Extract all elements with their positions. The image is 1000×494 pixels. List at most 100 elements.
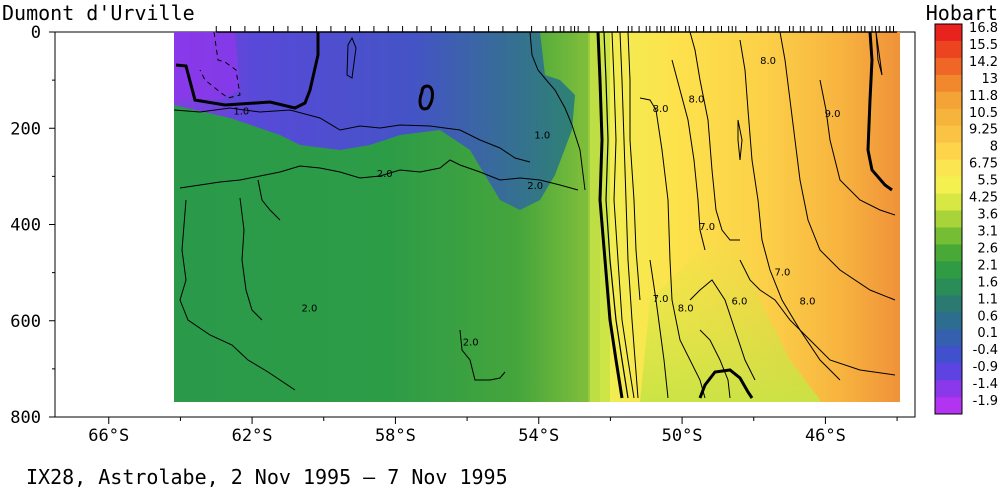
- contour-2d: [257, 179, 281, 221]
- y-axis: 0 200 400 600 800: [10, 23, 55, 428]
- colorbar-swatch: [935, 397, 962, 415]
- contour-label: 8.0: [653, 104, 669, 115]
- contour-front-3: [611, 31, 635, 399]
- contour-1c: [529, 31, 586, 191]
- contour-8c: [689, 31, 740, 241]
- colorbar-label: 1.1: [977, 292, 998, 307]
- colorbar-swatch: [935, 91, 962, 110]
- contour-bold-eddy: [418, 84, 434, 111]
- contour-2e: [459, 329, 506, 381]
- contour-label: 8.0: [688, 94, 704, 105]
- colorbar-label: 16.8: [969, 21, 998, 36]
- colorbar-swatch: [935, 329, 962, 347]
- contour-label: 2.0: [527, 181, 543, 192]
- contour-front-2: [603, 31, 629, 399]
- x-tick-label: 50°S: [662, 426, 703, 446]
- contour-label: 2.0: [377, 169, 393, 180]
- contour-label: 2.0: [301, 304, 317, 315]
- contour-7c: [649, 259, 669, 399]
- colorbar-label: 9.25: [969, 123, 998, 138]
- colorbar-swatch: [935, 74, 962, 93]
- x-tick-label: 46°S: [805, 426, 846, 446]
- colorbar-label: 10.5: [969, 106, 998, 121]
- colorbar: 16.8 15.5 14.2 13 11.8 10.5 9.25 8 6.75 5.5 4.25 3.…: [934, 21, 998, 415]
- colorbar-swatch: [935, 363, 962, 381]
- colorbar-swatch: [935, 176, 962, 195]
- contour-8e: [739, 39, 841, 381]
- contour-8d: [737, 119, 743, 161]
- contour-label: 9.0: [825, 109, 841, 120]
- colorbar-swatch: [935, 380, 962, 398]
- colorbar-swatch: [935, 142, 962, 161]
- x-axis: 66°S 62°S 58°S 54°S 50°S 46°S: [88, 417, 898, 446]
- y-tick-label: 800: [10, 408, 41, 428]
- colorbar-label: 5.5: [977, 174, 998, 189]
- contour-label: 7.0: [774, 268, 790, 279]
- colorbar-swatch: [935, 108, 962, 127]
- colorbar-label: 3.6: [977, 208, 998, 223]
- colorbar-swatch: [935, 40, 962, 59]
- y-tick-label: 0: [31, 23, 41, 43]
- colorbar-swatch: [935, 261, 962, 279]
- colorbar-frame: [934, 23, 963, 415]
- colorbar-swatch: [935, 312, 962, 330]
- contour-2b: [179, 199, 296, 391]
- contour-10: [875, 31, 883, 76]
- colorbar-swatch: [935, 295, 962, 313]
- contour-7a: [689, 279, 756, 381]
- x-tick-label: 54°S: [518, 426, 559, 446]
- colorbar-label: -0.9: [973, 360, 998, 375]
- front-transition: [588, 32, 610, 402]
- colorbar-swatch: [935, 125, 962, 144]
- colorbar-swatch: [935, 210, 962, 228]
- cold-surface-water: [174, 32, 575, 210]
- colorbar-swatch: [935, 193, 962, 212]
- contour-bold-front-1: [596, 31, 624, 399]
- contour-1: [173, 107, 531, 163]
- cruise-caption: IX28, Astrolabe, 2 Nov 1995 – 7 Nov 1995: [26, 465, 508, 489]
- colorbar-swatch: [935, 24, 962, 42]
- contour-bold-cold: [175, 32, 320, 110]
- contour-label: 1.0: [534, 130, 550, 141]
- colorbar-label: 8: [990, 140, 998, 155]
- colorbar-label: -0.4: [973, 343, 998, 358]
- contour-front-4: [619, 31, 639, 399]
- contour-label: 7.0: [653, 294, 669, 305]
- colorbar-label: -1.9: [973, 394, 998, 409]
- colorbar-swatch: [935, 244, 962, 262]
- contour-8b: [671, 59, 706, 251]
- colorbar-swatch: [935, 227, 962, 245]
- colorbar-label: 1.6: [977, 275, 998, 290]
- x-tick-label: 66°S: [88, 426, 129, 446]
- y-tick-label: 600: [10, 312, 41, 332]
- contour-front-5: [627, 31, 641, 301]
- contour-label: 8.0: [678, 304, 694, 315]
- heatmap-field: [174, 32, 900, 402]
- contour-1b: [346, 36, 357, 79]
- colorbar-label: 14.2: [969, 55, 998, 70]
- contour-label: 1.0: [233, 106, 249, 117]
- contour-2a: [179, 159, 579, 191]
- x-tick-label: 62°S: [232, 426, 273, 446]
- contour-lines: [173, 31, 896, 399]
- colorbar-label: 2.1: [977, 258, 998, 273]
- contour-label-layer: 1.0 1.0 2.0 2.0 2.0 2.0 8.0 8.0 8.0 9.0 7.0 7.0 7.0 8…: [233, 56, 840, 349]
- contour-7b: [739, 259, 896, 376]
- colorbar-label: 6.75: [969, 157, 998, 172]
- contour-label: 2.0: [463, 337, 479, 348]
- colorbar-label: 0.1: [977, 326, 998, 341]
- contour-9: [819, 79, 896, 216]
- contour-2c: [239, 197, 263, 321]
- x-tick-label: 58°S: [375, 426, 416, 446]
- front-transition-2: [578, 32, 590, 402]
- colorbar-label: 2.6: [977, 241, 998, 256]
- contour-6: [699, 329, 731, 399]
- contour-label: 6.0: [731, 297, 747, 308]
- y-tick-label: 200: [10, 119, 41, 139]
- colorbar-label: 3.1: [977, 224, 998, 239]
- colorbar-swatch: [935, 346, 962, 364]
- contour-dashed: [199, 31, 241, 99]
- colorbar-label: 15.5: [969, 38, 998, 53]
- axes: 0 200 400 600 800 66°S 62°S 58°S 54°S 50°S 46°S: [10, 23, 898, 446]
